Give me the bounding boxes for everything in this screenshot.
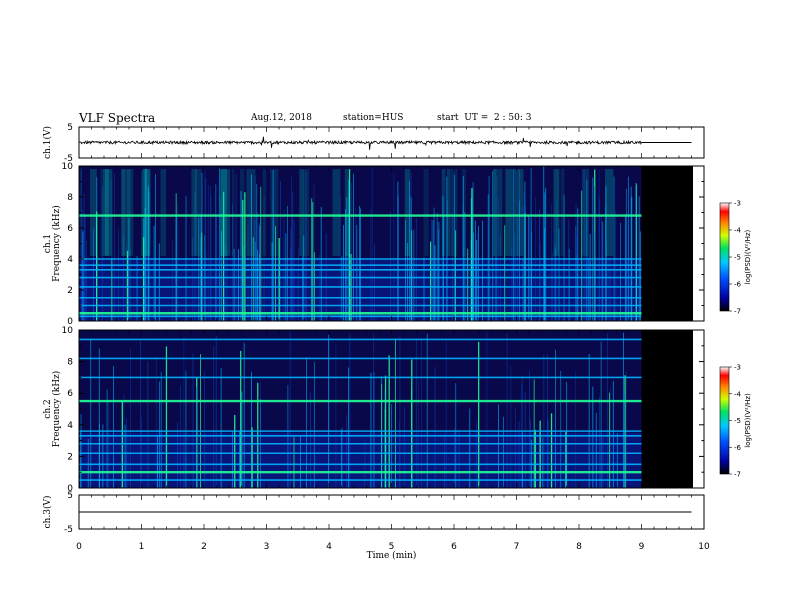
y-tick-label: -5 (64, 154, 73, 164)
y-axis-label: ch.1 (43, 234, 53, 253)
start-time-label: start UT = 2 : 50: 3 (437, 113, 532, 123)
burst-cluster (144, 169, 151, 256)
burst-cluster (553, 169, 559, 256)
y-tick-label: 4 (67, 255, 73, 265)
y-axis-label: ch.1(V) (42, 126, 53, 159)
y-axis-label: ch.3(V) (42, 496, 53, 529)
colorbar-label: log(PSD)(V²/Hz) (744, 393, 752, 448)
burst-cluster (143, 169, 147, 256)
burst-cluster (160, 169, 167, 256)
x-tick-label: 0 (76, 542, 82, 552)
burst-cluster (126, 169, 134, 256)
y-tick-label: 0 (67, 484, 73, 494)
x-tick-label: 2 (201, 542, 207, 552)
burst-cluster (191, 169, 197, 256)
colorbar-tick-label: -5 (734, 417, 741, 425)
burst-cluster (513, 169, 524, 256)
colorbar-tick-label: -4 (734, 227, 742, 235)
colorbar-tick-label: -5 (734, 254, 741, 262)
burst-cluster (100, 169, 109, 256)
burst-cluster (141, 169, 150, 256)
burst-cluster (262, 169, 267, 256)
colorbar-1 (719, 202, 730, 312)
colorbar-tick-label: -7 (734, 471, 741, 479)
spectrogram-2-plot (79, 330, 693, 488)
burst-cluster (195, 169, 202, 256)
burst-cluster (90, 169, 97, 256)
y-tick-label: -5 (64, 525, 73, 535)
burst-cluster (423, 169, 429, 256)
y-tick-label: 4 (67, 421, 73, 431)
colorbar-tick-label: -3 (734, 200, 741, 208)
no-data-region (641, 330, 693, 488)
burst-cluster (344, 169, 349, 256)
date-label: Aug.12, 2018 (251, 113, 312, 123)
colorbar-tick-label: -4 (734, 390, 742, 398)
x-tick-label: 4 (326, 542, 332, 552)
burst-cluster (581, 169, 590, 256)
burst-cluster (560, 169, 565, 256)
y-axis-label: Frequency (kHz) (51, 371, 62, 448)
waveform-trace (78, 136, 642, 150)
burst-cluster (302, 169, 310, 256)
burst-cluster (450, 169, 458, 256)
x-axis-label: Time (min) (367, 550, 417, 561)
burst-cluster (239, 169, 245, 256)
colorbar-tick-label: -3 (734, 364, 741, 372)
x-tick-label: 3 (264, 542, 270, 552)
y-tick-label: 8 (67, 193, 73, 203)
y-tick-label: 5 (67, 491, 73, 501)
burst-cluster (557, 169, 560, 256)
burst-cluster (246, 169, 256, 256)
burst-cluster (492, 169, 497, 256)
burst-cluster (493, 169, 503, 256)
burst-cluster (461, 169, 466, 256)
y-tick-label: 6 (67, 224, 73, 234)
x-tick-label: 6 (451, 542, 457, 552)
burst-cluster (299, 169, 304, 256)
burst-cluster (105, 169, 113, 256)
burst-cluster (441, 169, 446, 256)
burst-cluster (121, 169, 131, 256)
x-tick-label: 1 (139, 542, 145, 552)
waveform-ch1-plot (78, 136, 692, 150)
burst-cluster (604, 169, 614, 256)
y-tick-label: 0 (67, 317, 73, 327)
colorbar-tick-label: -6 (734, 281, 742, 289)
y-axis-label: ch.2 (43, 399, 53, 418)
burst-cluster (332, 169, 341, 256)
burst-cluster (505, 169, 513, 256)
y-tick-label: 10 (62, 326, 74, 336)
x-tick-label: 9 (639, 542, 645, 552)
colorbar-tick-label: -6 (734, 444, 742, 452)
y-tick-label: 8 (67, 358, 73, 368)
burst-cluster (404, 169, 411, 256)
x-tick-label: 5 (389, 542, 395, 552)
burst-cluster (103, 169, 109, 256)
burst-cluster (220, 169, 227, 256)
colorbar-tick-label: -7 (734, 308, 741, 316)
y-tick-label: 10 (62, 162, 74, 172)
burst-cluster (220, 169, 231, 256)
colorbar-label: log(PSD)(V²/Hz) (744, 229, 752, 284)
y-tick-label: 2 (67, 452, 73, 462)
no-data-region (641, 166, 693, 321)
colorbar-2 (719, 366, 730, 475)
burst-cluster (270, 169, 279, 256)
y-tick-label: 2 (67, 286, 73, 296)
y-axis-label: Frequency (kHz) (51, 205, 62, 282)
spectrogram-1-plot (79, 166, 693, 321)
y-tick-label: 5 (67, 123, 73, 133)
figure-title: VLF Spectra (79, 111, 156, 125)
y-tick-label: 6 (67, 389, 73, 399)
burst-cluster (121, 169, 126, 256)
burst-cluster (446, 169, 451, 256)
x-tick-label: 10 (698, 542, 710, 552)
station-label: station=HUS (343, 113, 404, 123)
x-tick-label: 7 (514, 542, 520, 552)
x-tick-label: 8 (576, 542, 582, 552)
burst-cluster (231, 169, 235, 256)
